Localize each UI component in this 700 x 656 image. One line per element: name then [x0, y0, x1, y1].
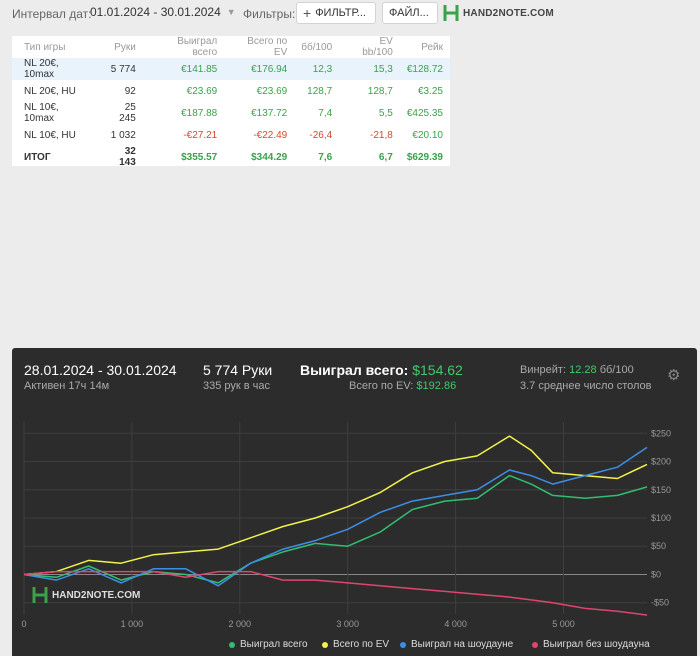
hands-per-hour: 335 рук в час: [203, 380, 271, 392]
table-row[interactable]: NL 10€, HU 1 032 -€27.21 -€22.49 -26,4 -21,8 €…: [12, 124, 450, 146]
table-cell: NL 20€, HU: [24, 85, 76, 97]
table-cell: €23.69: [256, 85, 288, 97]
column-header[interactable]: Тип игры: [24, 41, 66, 53]
table-cell: 6,7: [378, 151, 393, 163]
table-cell: 5 774: [98, 58, 143, 80]
legend-dot-icon: [229, 641, 235, 648]
profit-line-chart: $250 $200 $150 $100 $50 $0 -$50 0 1 000 2 000 3 00…: [21, 422, 671, 629]
x-tick-label: 3 000: [336, 619, 359, 629]
x-tick-label: 0: [21, 619, 26, 629]
table-cell: -€27.21: [183, 129, 218, 141]
table-row[interactable]: NL 20€, HU 92 €23.69 €23.69 128,7 128,7 €3.25: [12, 80, 450, 102]
plus-icon: +: [303, 5, 312, 21]
table-cell: 92: [124, 85, 136, 97]
legend-no-showdown[interactable]: Выиграл без шоудауна: [532, 639, 650, 650]
table-cell: 12,3: [294, 58, 340, 80]
legend-dot-icon: [322, 641, 328, 648]
column-header[interactable]: Выиграл всего: [177, 36, 218, 58]
column-header[interactable]: EV bb/100: [362, 36, 393, 58]
y-tick-label: $100: [651, 513, 671, 523]
top-toolbar: Интервал дат: 01.01.2024 - 30.01.2024 ▼ …: [0, 0, 700, 28]
table-cell: NL 10€, HU: [24, 129, 76, 141]
table-cell: €425.35: [406, 107, 443, 119]
table-cell: 7,4: [318, 107, 333, 119]
table-cell: $355.57: [181, 151, 218, 163]
hand2note-logo: HAND2NOTE.COM: [443, 4, 554, 22]
table-cell: €3.25: [417, 85, 443, 97]
table-cell: 128,7: [367, 85, 393, 97]
column-header[interactable]: Руки: [114, 41, 136, 53]
table-cell: $344.29: [251, 151, 288, 163]
date-range-select[interactable]: 01.01.2024 - 30.01.2024 ▼: [90, 5, 236, 19]
y-tick-label: $50: [651, 541, 666, 551]
table-cell: 7,6: [318, 151, 333, 163]
table-cell: -€22.49: [253, 129, 288, 141]
chart-watermark: HAND2NOTE.COM: [32, 586, 140, 604]
filter-button[interactable]: + ФИЛЬТР...: [296, 2, 376, 24]
table-cell: €128.72: [399, 58, 450, 80]
game-type-table: Тип игры Руки Выиграл всего Всего по EV бб/1…: [12, 36, 450, 168]
table-cell: 128,7: [307, 85, 333, 97]
table-cell: -26,4: [309, 129, 333, 141]
legend-ev[interactable]: Всего по EV: [322, 639, 389, 650]
won-total: Выиграл всего: $154.62: [300, 362, 463, 378]
table-header-row: Тип игры Руки Выиграл всего Всего по EV бб/1…: [12, 36, 450, 58]
series-showdown-line: [23, 446, 648, 587]
chevron-down-icon: ▼: [226, 7, 236, 17]
y-tick-label: $250: [651, 428, 671, 438]
table-cell: €23.69: [186, 85, 218, 97]
table-cell: €187.88: [181, 107, 218, 119]
y-tick-label: $0: [651, 569, 661, 579]
series-won-line: [23, 474, 648, 584]
table-cell: 1 032: [110, 129, 136, 141]
session-chart-card: 28.01.2024 - 30.01.2024 Активен 17ч 14м …: [12, 348, 697, 656]
legend-won[interactable]: Выиграл всего: [229, 639, 308, 650]
interval-label: Интервал дат:: [12, 7, 92, 21]
active-time: Активен 17ч 14м: [24, 380, 110, 392]
table-cell: €141.85: [142, 58, 225, 80]
legend-dot-icon: [532, 641, 538, 648]
table-cell: ИТОГ: [24, 151, 51, 163]
avg-tables: 3.7 среднее число столов: [520, 380, 652, 392]
h-logo-icon: [32, 587, 48, 603]
column-header[interactable]: Рейк: [421, 41, 443, 53]
table-cell: €176.94: [224, 58, 295, 80]
series-no-showdown-line: [23, 570, 648, 616]
table-row[interactable]: NL 10€, 10max 25 245 €187.88 €137.72 7,4 5,5 €…: [12, 102, 450, 124]
x-tick-label: 4 000: [444, 619, 467, 629]
ev-total: Всего по EV: $192.86: [349, 380, 457, 392]
column-header[interactable]: Всего по EV: [247, 36, 288, 58]
table-cell: NL 10€, 10max: [24, 102, 59, 124]
y-tick-label: $200: [651, 457, 671, 467]
filters-label: Фильтры:: [243, 7, 296, 21]
gear-icon[interactable]: ⚙: [667, 367, 681, 384]
table-cell: 15,3: [339, 58, 400, 80]
file-button[interactable]: ФАЙЛ...: [382, 2, 438, 24]
y-tick-label: $150: [651, 485, 671, 495]
hands-count: 5 774 Руки: [203, 362, 273, 378]
total-row[interactable]: ИТОГ 32 143 $355.57 $344.29 7,6 6,7 $629.39: [12, 146, 450, 168]
table-cell: -21,8: [370, 129, 393, 141]
chart-date-range: 28.01.2024 - 30.01.2024: [24, 362, 177, 378]
table-cell: 25 245: [119, 102, 136, 124]
x-tick-label: 2 000: [229, 619, 252, 629]
h-logo-icon: [443, 5, 459, 21]
table-cell: 5,5: [378, 107, 393, 119]
table-cell: €137.72: [251, 107, 288, 119]
date-range-value: 01.01.2024 - 30.01.2024: [90, 5, 221, 19]
table-cell: 32 143: [119, 146, 136, 168]
x-tick-label: 5 000: [552, 619, 575, 629]
winrate: Винрейт: 12.28 бб/100: [520, 364, 634, 376]
legend-dot-icon: [400, 641, 406, 648]
y-tick-label: -$50: [651, 598, 669, 608]
stats-table-card: Тип игры Руки Выиграл всего Всего по EV бб/1…: [12, 36, 450, 168]
table-cell: €20.10: [412, 129, 443, 141]
table-row[interactable]: NL 20€, 10max 5 774 €141.85 €176.94 12,3 15,3…: [12, 58, 450, 80]
x-tick-label: 1 000: [121, 619, 144, 629]
column-header[interactable]: бб/100: [301, 41, 333, 53]
legend-showdown[interactable]: Выиграл на шоудауне: [400, 639, 513, 650]
table-cell: $629.39: [406, 151, 443, 163]
series-ev-line: [23, 435, 648, 576]
table-cell: NL 20€, 10max: [12, 58, 99, 80]
